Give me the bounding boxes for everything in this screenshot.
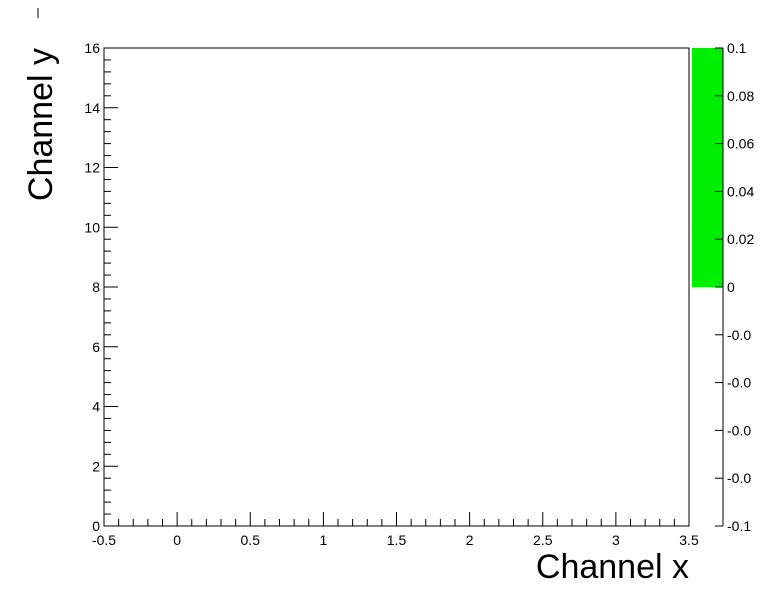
y-tick-label: 12 [84,160,100,176]
y-tick-label: 0 [92,518,100,534]
palette-tick-label: -0.0 [727,422,751,438]
palette-tick-label: 0.08 [727,88,754,104]
y-tick-label: 6 [92,339,100,355]
x-axis-ticks [103,512,690,526]
palette-tick-label: 0 [727,279,735,295]
y-axis-title: Channel y [22,48,60,201]
palette-tick-label: -0.1 [727,518,751,534]
y-axis-tick-labels: 0 2 4 6 8 10 12 14 16 [84,40,100,534]
y-axis-ticks [104,47,118,527]
y-tick-label: 4 [92,399,100,415]
x-tick-label: 0.5 [241,532,261,548]
palette-fill [692,48,723,287]
x-tick-label: 1 [319,532,327,548]
x-tick-label: -0.5 [92,532,116,548]
x-tick-label: 3.5 [679,532,699,548]
y-tick-label: 8 [92,279,100,295]
y-tick-label: 14 [84,100,100,116]
palette-tick-label: -0.0 [727,327,751,343]
plot-frame [103,47,690,527]
palette-tick-label: 0.04 [727,183,754,199]
palette-tick-labels: 0.1 0.08 0.06 0.04 0.02 0 -0.0 -0.0 -0.0 -0.0 -0.1 [727,40,754,534]
color-palette [692,48,724,526]
x-tick-label: 1.5 [387,532,407,548]
palette-tick-label: 0.1 [727,40,747,56]
palette-tick-label: -0.0 [727,470,751,486]
y-tick-label: 2 [92,458,100,474]
x-tick-label: 0 [173,532,181,548]
palette-ticks [715,47,723,527]
x-axis-tick-labels: -0.5 0 0.5 1 1.5 2 2.5 3 3.5 [92,532,699,548]
x-axis-title: Channel x [536,548,689,586]
y-tick-label: 10 [84,219,100,235]
x-tick-label: 2 [466,532,474,548]
x-tick-label: 3 [612,532,620,548]
y-tick-label: 16 [84,40,100,56]
palette-tick-label: 0.02 [727,231,754,247]
x-tick-label: 2.5 [533,532,553,548]
palette-tick-label: 0.06 [727,136,754,152]
palette-tick-label: -0.0 [727,375,751,391]
